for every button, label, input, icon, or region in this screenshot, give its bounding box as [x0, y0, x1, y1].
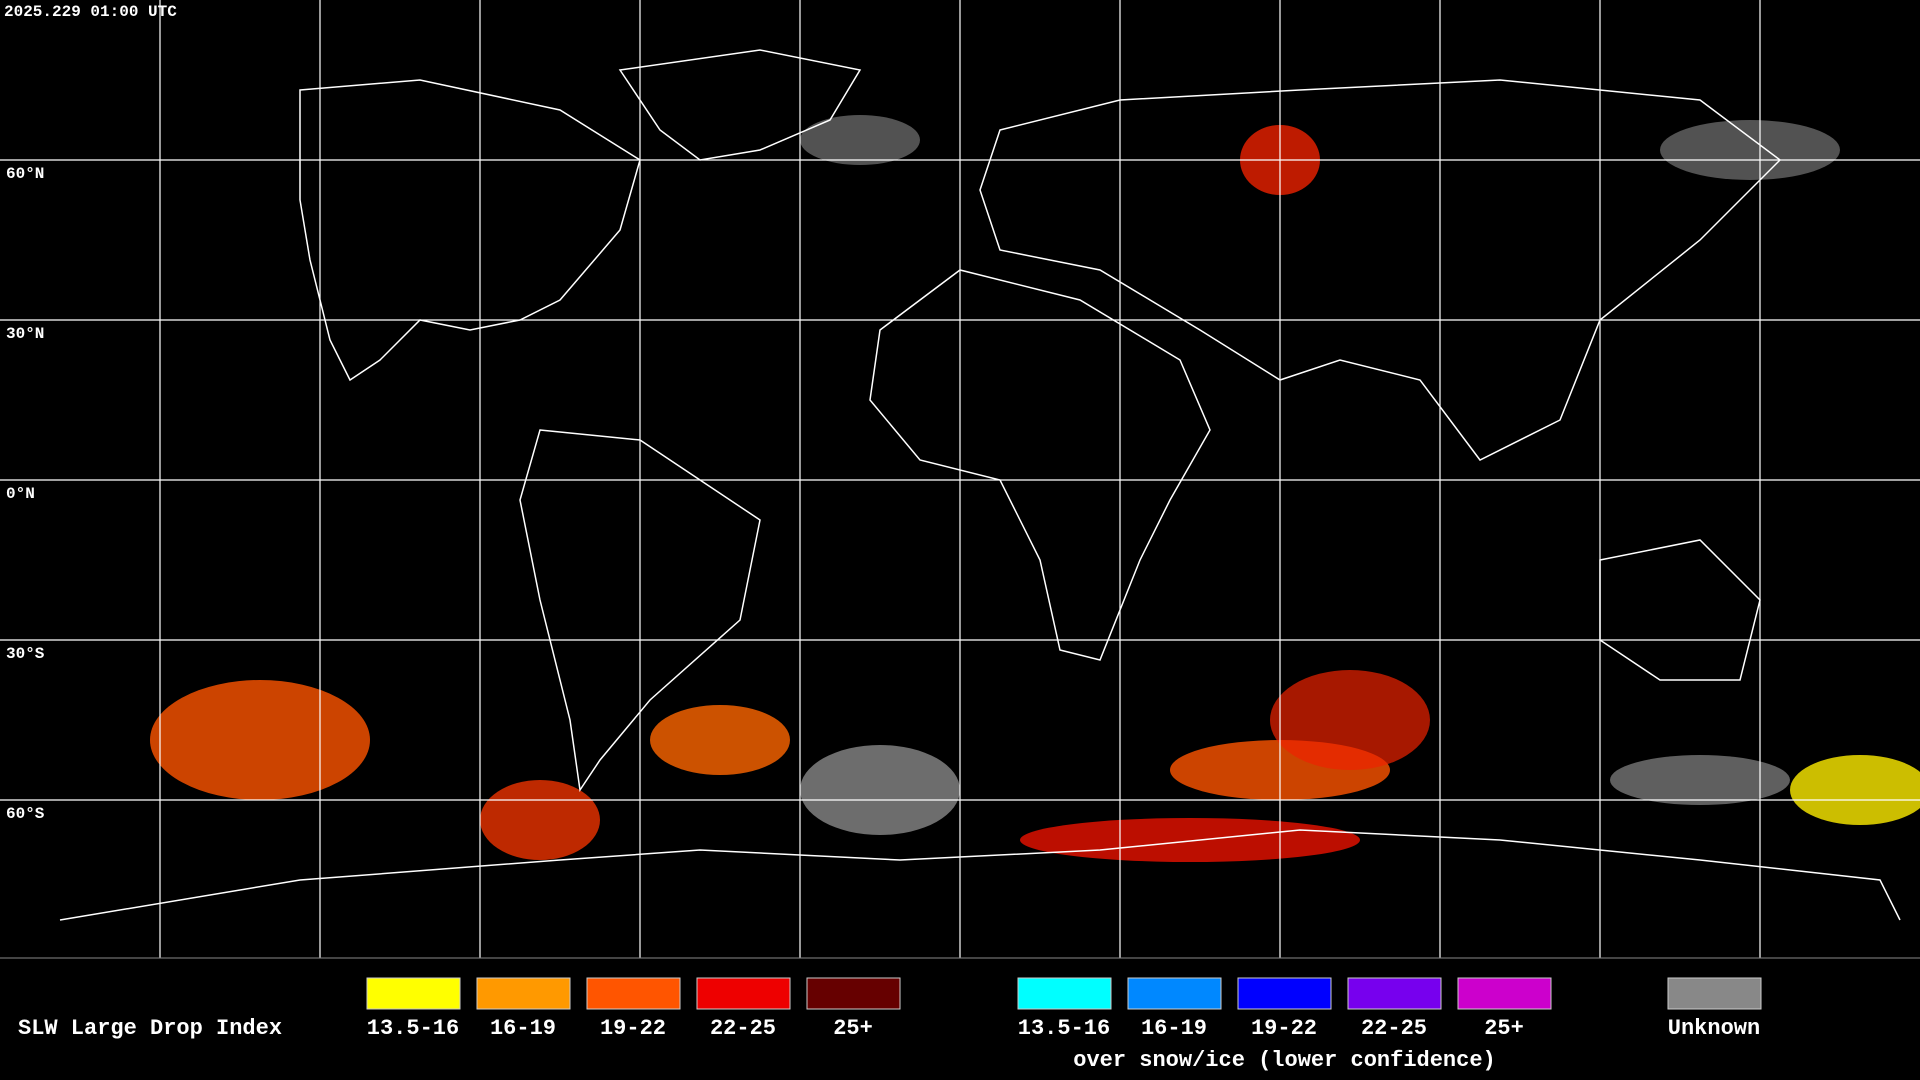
legend-label: 22-25 — [710, 1016, 776, 1041]
legend-swatch — [1237, 977, 1332, 1010]
legend-title: SLW Large Drop Index — [18, 1016, 282, 1041]
legend-label: 16-19 — [1141, 1016, 1207, 1041]
precip-area — [650, 705, 790, 775]
latitude-label: 60°S — [6, 805, 45, 823]
legend-swatch — [806, 977, 901, 1010]
unknown-area — [800, 115, 920, 165]
unknown-area — [800, 745, 960, 835]
legend-swatch — [696, 977, 791, 1010]
coastline — [299, 79, 641, 382]
timestamp: 2025.229 01:00 UTC — [4, 3, 177, 21]
legend-label: 19-22 — [1251, 1016, 1317, 1041]
latitude-label: 30°N — [6, 325, 44, 343]
precip-area — [480, 780, 600, 860]
legend-swatch — [1457, 977, 1552, 1010]
coastline — [979, 79, 1782, 461]
unknown-area — [1610, 755, 1790, 805]
latitude-label: 30°S — [6, 645, 45, 663]
legend-swatch — [1667, 977, 1762, 1010]
precip-area — [1270, 670, 1430, 770]
legend-label: 13.5-16 — [367, 1016, 459, 1041]
latitude-label: 60°N — [6, 165, 44, 183]
latitude-label: 0°N — [6, 485, 35, 503]
legend-label: 22-25 — [1361, 1016, 1427, 1041]
precip-area — [1790, 755, 1920, 825]
legend-label: 13.5-16 — [1018, 1016, 1110, 1041]
legend-swatch — [1017, 977, 1112, 1010]
legend-label: 16-19 — [490, 1016, 556, 1041]
precip-area — [1020, 818, 1360, 862]
coastline — [618, 49, 862, 161]
legend-swatch — [586, 977, 681, 1010]
precip-area — [150, 680, 370, 800]
legend: SLW Large Drop Index 13.5-16 16-19 19-22 22-… — [18, 977, 1762, 1073]
coastline — [519, 429, 761, 793]
legend-swatch — [1347, 977, 1442, 1010]
legend-swatch — [476, 977, 571, 1010]
unknown-area — [1660, 120, 1840, 180]
legend-label: Unknown — [1668, 1016, 1760, 1041]
legend-label: 19-22 — [600, 1016, 666, 1041]
legend-caption: over snow/ice (lower confidence) — [1073, 1048, 1495, 1073]
graticule: 60°N 30°N 0°N 30°S 60°S — [0, 0, 1920, 959]
legend-label: 25+ — [1484, 1016, 1524, 1041]
legend-swatch — [366, 977, 461, 1010]
legend-swatch — [1127, 977, 1222, 1010]
legend-label: 25+ — [833, 1016, 873, 1041]
